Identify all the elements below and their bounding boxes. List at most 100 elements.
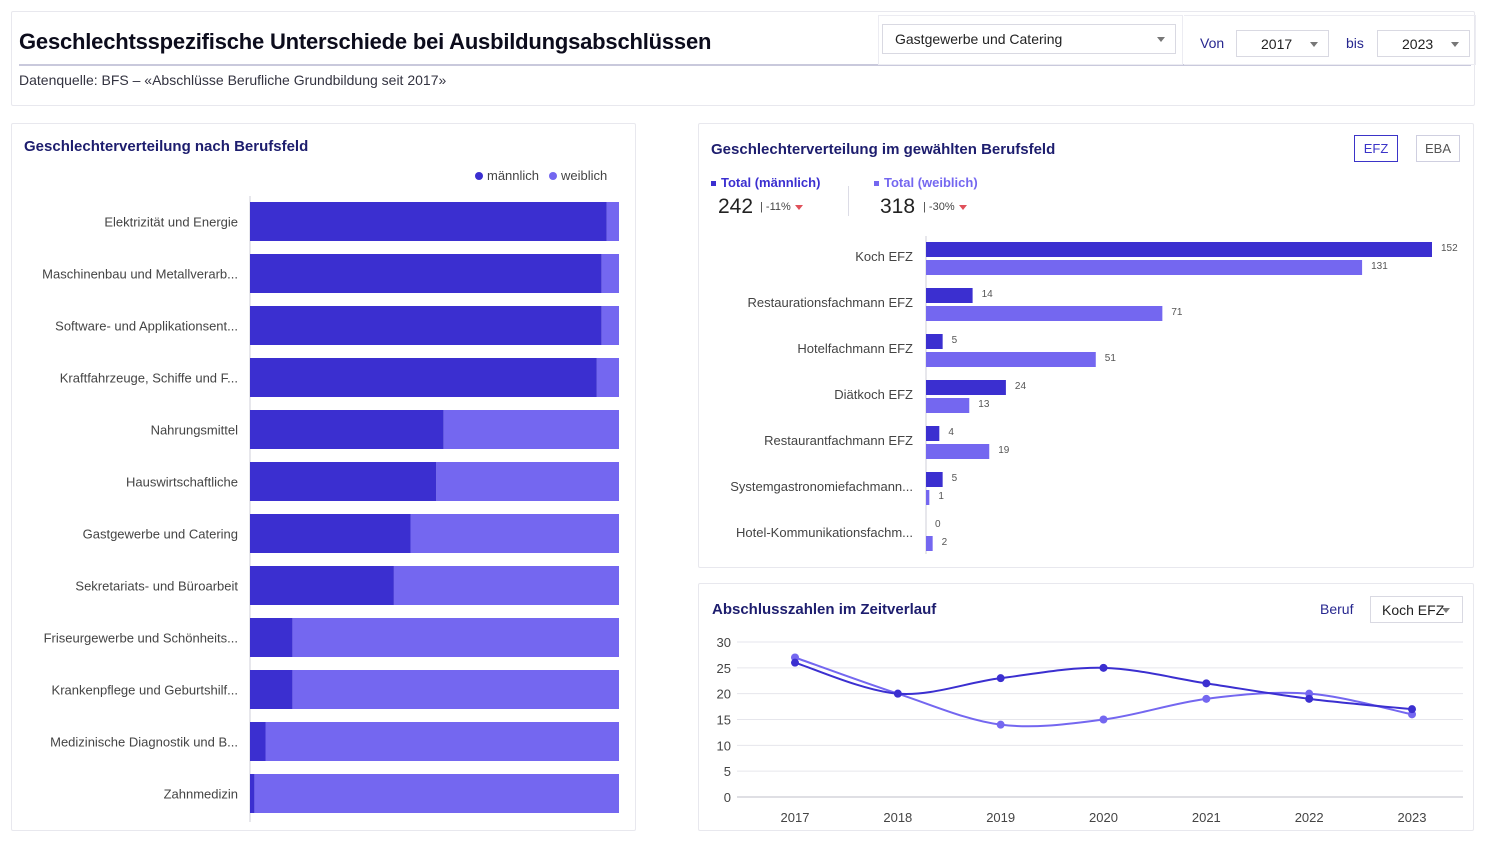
x-tick-label: 2020 — [1089, 810, 1118, 825]
value-label: 19 — [998, 445, 1010, 456]
data-point — [1099, 715, 1108, 724]
value-label: 5 — [952, 473, 958, 484]
occupation-label: Koch EFZ — [855, 249, 913, 264]
female-bar — [292, 670, 619, 709]
chevron-down-icon — [1451, 41, 1459, 47]
male-bar — [250, 774, 255, 813]
y-tick-label: 5 — [724, 764, 731, 779]
y-tick-label: 15 — [717, 713, 731, 728]
y-tick-label: 20 — [717, 687, 731, 702]
y-tick-label: 30 — [717, 635, 731, 650]
female-bar — [436, 462, 619, 501]
male-bar — [250, 254, 602, 293]
female-bar — [254, 774, 620, 813]
data-source-note: Datenquelle: BFS – «Abschlüsse Beruflich… — [19, 72, 447, 88]
kpi-female-value: 318 — [880, 195, 916, 218]
field-distribution-panel: Geschlechterverteilung nach Berufsfeld m… — [11, 123, 636, 831]
kpi-male-value: 242 — [718, 195, 754, 218]
x-tick-label: 2019 — [986, 810, 1015, 825]
kpi-female-delta: | -30% — [923, 201, 967, 213]
data-point — [1202, 694, 1211, 703]
field-select-value: Gastgewerbe und Catering — [895, 31, 1063, 47]
to-year-value: 2023 — [1402, 35, 1434, 52]
y-tick-label: 10 — [717, 738, 731, 753]
female-bar — [601, 254, 619, 293]
data-point — [1408, 705, 1416, 714]
value-label: 152 — [1441, 243, 1458, 254]
category-label: Sekretariats- und Büroarbeit — [75, 579, 238, 594]
kpi-male-label: Total (männlich) — [711, 175, 820, 190]
toggle-efz[interactable]: EFZ — [1354, 135, 1398, 162]
male-bar — [250, 618, 293, 657]
female-bar — [926, 352, 1096, 367]
value-label: 1 — [938, 491, 944, 502]
kpi-male-delta: | -11% — [760, 201, 803, 213]
male-bar — [926, 426, 940, 441]
field-distribution-chart: Elektrizität und Energie Maschinenbau und… — [42, 196, 620, 822]
category-label: Gastgewerbe und Catering — [83, 527, 238, 542]
female-bar — [926, 260, 1363, 275]
header-panel: Geschlechtsspezifische Unterschiede bei … — [11, 11, 1476, 106]
timeline-title: Abschlusszahlen im Zeitverlauf — [712, 601, 937, 618]
female-bar — [265, 722, 619, 761]
value-label: 0 — [935, 519, 941, 530]
value-label: 24 — [1015, 381, 1027, 392]
female-legend-dot — [549, 171, 558, 180]
field-select[interactable]: Gastgewerbe und Catering — [882, 24, 1176, 54]
x-tick-label: 2018 — [883, 810, 912, 825]
value-label: 5 — [952, 335, 958, 346]
selected-field-panel: Geschlechterverteilung im gewählten Beru… — [698, 123, 1474, 568]
page-title: Geschlechtsspezifische Unterschiede bei … — [19, 29, 712, 54]
selected-field-title: Geschlechterverteilung im gewählten Beru… — [711, 141, 1056, 158]
category-label: Hauswirtschaftliche — [126, 475, 238, 490]
x-tick-label: 2021 — [1192, 810, 1221, 825]
value-label: 71 — [1171, 307, 1183, 318]
legend-female-label: weiblich — [561, 168, 608, 183]
category-label: Kraftfahrzeuge, Schiffe und F... — [60, 371, 238, 386]
from-year-select[interactable]: 2017 — [1236, 30, 1329, 57]
x-tick-label: 2022 — [1295, 810, 1324, 825]
occupation-label: Beruf — [1320, 601, 1354, 617]
data-point — [996, 674, 1005, 683]
male-bar — [926, 472, 943, 487]
female-bar — [926, 536, 933, 551]
male-bar — [250, 202, 607, 241]
value-label: 4 — [948, 427, 954, 438]
female-bar — [410, 514, 619, 553]
kpi-female-label: Total (weiblich) — [874, 175, 978, 190]
male-bar — [926, 242, 1432, 257]
male-square-icon — [711, 181, 716, 187]
occupation-select[interactable]: Koch EFZ — [1370, 596, 1463, 623]
kpi-divider — [848, 186, 849, 216]
chevron-down-icon — [1310, 41, 1318, 47]
category-label: Zahnmedizin — [164, 787, 238, 802]
value-label: 51 — [1105, 353, 1117, 364]
toggle-eba[interactable]: EBA — [1416, 135, 1460, 162]
chart-legend: männlich weiblich — [475, 168, 607, 183]
category-label: Maschinenbau und Metallverarb... — [42, 267, 238, 282]
occupation-select-value: Koch EFZ — [1382, 601, 1445, 618]
data-point — [791, 658, 799, 667]
category-label: Software- und Applikationsent... — [55, 319, 238, 334]
y-tick-label: 0 — [724, 790, 731, 805]
female-bar — [926, 306, 1163, 321]
male-bar — [250, 566, 394, 605]
field-filter-box — [878, 15, 1183, 65]
from-year-value: 2017 — [1261, 35, 1293, 52]
x-tick-label: 2017 — [781, 810, 810, 825]
x-tick-label: 2023 — [1398, 810, 1427, 825]
female-bar — [926, 490, 930, 505]
from-label: Von — [1200, 35, 1225, 51]
to-year-select[interactable]: 2023 — [1377, 30, 1470, 57]
value-label: 13 — [978, 399, 990, 410]
male-bar — [250, 410, 444, 449]
occupation-label: Restaurationsfachmann EFZ — [748, 295, 914, 310]
category-label: Krankenpflege und Geburtshilf... — [52, 683, 238, 698]
category-label: Medizinische Diagnostik und B... — [50, 735, 238, 750]
trend-down-icon — [958, 204, 967, 210]
to-label: bis — [1346, 35, 1364, 51]
y-tick-label: 25 — [717, 661, 731, 676]
female-bar — [292, 618, 619, 657]
female-bar — [393, 566, 619, 605]
chevron-down-icon — [1442, 607, 1450, 613]
